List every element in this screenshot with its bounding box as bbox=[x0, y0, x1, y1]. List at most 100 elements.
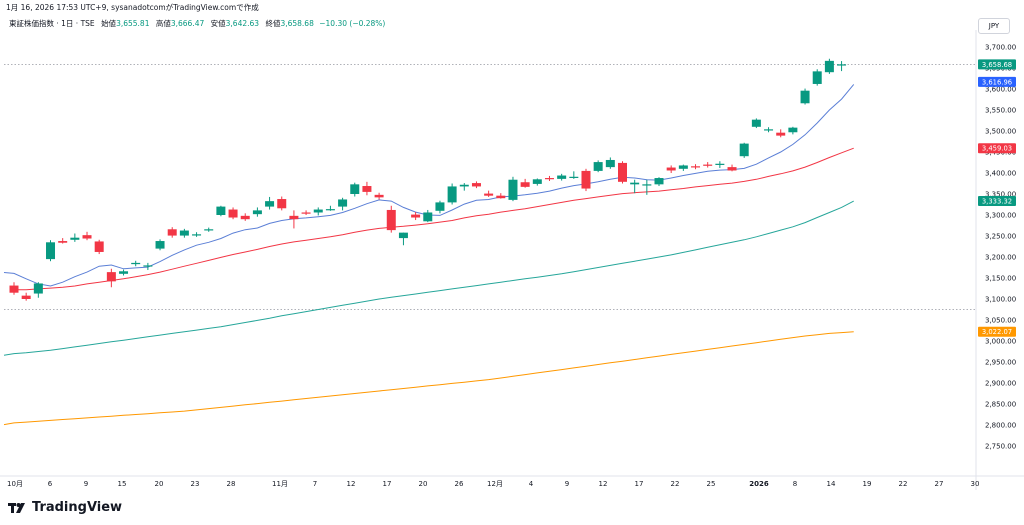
candle-body bbox=[350, 184, 360, 194]
y-tick-label: 3,100.00 bbox=[985, 296, 1016, 304]
candle-body bbox=[776, 132, 786, 136]
x-tick-label: 17 bbox=[383, 480, 392, 488]
ma-blue-line bbox=[3, 84, 855, 287]
candle-body bbox=[751, 119, 761, 127]
candle-body bbox=[630, 182, 640, 185]
price-tag-label: 3,616.96 bbox=[982, 78, 1012, 86]
candle-body bbox=[703, 164, 713, 166]
x-tick-label: 20 bbox=[419, 480, 428, 488]
candle-body bbox=[654, 178, 664, 185]
candle-body bbox=[228, 209, 238, 218]
x-tick-label: 6 bbox=[48, 480, 53, 488]
x-tick-label: 26 bbox=[455, 480, 464, 488]
x-tick-label: 23 bbox=[191, 480, 200, 488]
candle-body bbox=[216, 206, 226, 215]
price-tag-label: 3,459.03 bbox=[982, 145, 1012, 153]
y-tick-label: 2,950.00 bbox=[985, 359, 1016, 367]
ma-green-line bbox=[3, 200, 854, 356]
x-tick-label: 7 bbox=[313, 480, 317, 488]
y-tick-label: 3,500.00 bbox=[985, 128, 1016, 136]
price-tag bbox=[978, 196, 1016, 207]
tradingview-logo-icon bbox=[8, 502, 25, 513]
price-tag-label: 3,333.32 bbox=[982, 198, 1012, 206]
ma-orange-line bbox=[3, 331, 854, 426]
candle-body bbox=[824, 60, 834, 73]
x-tick-label: 22 bbox=[899, 480, 908, 488]
candle-body bbox=[252, 210, 262, 215]
candle-body bbox=[593, 162, 603, 171]
candle-body bbox=[46, 242, 56, 260]
candle-body bbox=[325, 209, 335, 211]
candle-body bbox=[106, 272, 116, 282]
y-tick-label: 3,400.00 bbox=[985, 170, 1016, 178]
x-tick-label: 12 bbox=[347, 480, 356, 488]
close-value: 3,658.68 bbox=[280, 19, 314, 28]
x-tick-label: 14 bbox=[827, 480, 836, 488]
candle-body bbox=[192, 234, 202, 236]
y-tick-label: 3,050.00 bbox=[985, 317, 1016, 325]
close-label: 終値 bbox=[265, 19, 281, 28]
price-tag-label: 3,022.07 bbox=[982, 328, 1012, 336]
candle-body bbox=[374, 194, 384, 198]
y-tick-label: 2,900.00 bbox=[985, 380, 1016, 388]
chart-header: 1月 16, 2026 17:53 UTC+9, sysanadotcomがTr… bbox=[6, 3, 259, 12]
y-tick-label: 2,750.00 bbox=[985, 443, 1016, 451]
candle-body bbox=[423, 212, 433, 222]
y-tick-label: 3,300.00 bbox=[985, 212, 1016, 220]
low-value: 3,642.63 bbox=[225, 19, 260, 28]
x-tick-label: 20 bbox=[155, 480, 164, 488]
candle-body bbox=[33, 283, 43, 294]
candle-body bbox=[471, 183, 481, 187]
high-value: 3,666.47 bbox=[170, 19, 205, 28]
y-tick-label: 3,150.00 bbox=[985, 275, 1016, 283]
candle-body bbox=[715, 163, 725, 165]
candle-body bbox=[155, 241, 165, 249]
candle-body bbox=[557, 175, 567, 179]
price-tag-label: 3,658.68 bbox=[982, 61, 1012, 69]
candle-body bbox=[277, 199, 287, 209]
candle-body bbox=[800, 90, 810, 104]
x-tick-label: 22 bbox=[671, 480, 680, 488]
candle-body bbox=[739, 143, 749, 157]
price-tag bbox=[978, 143, 1016, 154]
y-tick-label: 3,550.00 bbox=[985, 107, 1016, 115]
x-tick-label: 12月 bbox=[487, 480, 503, 488]
timestamp: 1月 16, 2026 17:53 UTC+9 bbox=[6, 3, 107, 12]
x-tick-label: 15 bbox=[118, 480, 127, 488]
candle-body bbox=[240, 215, 250, 220]
candle-body bbox=[386, 209, 396, 231]
candle-body bbox=[179, 230, 189, 236]
price-tag bbox=[978, 326, 1016, 337]
x-tick-label: 17 bbox=[635, 480, 644, 488]
y-tick-label: 3,200.00 bbox=[985, 254, 1016, 262]
brand-name: TradingView bbox=[32, 500, 123, 515]
currency-button[interactable]: JPY bbox=[978, 18, 1010, 34]
candle-body bbox=[812, 71, 822, 84]
candle-body bbox=[532, 179, 542, 184]
candle-body bbox=[581, 170, 591, 189]
candle-body bbox=[289, 215, 299, 220]
candle-body bbox=[204, 229, 214, 231]
candle-body bbox=[362, 186, 372, 192]
open-label: 始値 bbox=[101, 19, 117, 28]
high-label: 高値 bbox=[155, 19, 171, 28]
y-tick-label: 3,700.00 bbox=[985, 44, 1016, 52]
x-tick-label: 9 bbox=[84, 480, 88, 488]
candle-body bbox=[21, 295, 31, 299]
symbol-line: 東証株価指数 · 1日 · TSE bbox=[9, 19, 95, 28]
change-value: −10.30 (−0.28%) bbox=[319, 19, 386, 28]
tradingview-brand: TradingView bbox=[8, 500, 122, 515]
candle-body bbox=[338, 199, 348, 207]
candle-body bbox=[435, 202, 445, 211]
x-tick-label: 4 bbox=[529, 480, 534, 488]
low-label: 安値 bbox=[210, 19, 226, 28]
candle-body bbox=[484, 193, 494, 196]
candle-body bbox=[496, 195, 506, 199]
candle-body bbox=[666, 167, 676, 171]
x-tick-label: 19 bbox=[863, 480, 872, 488]
candle-body bbox=[301, 212, 311, 214]
x-tick-label: 9 bbox=[565, 480, 569, 488]
candle-body bbox=[82, 235, 92, 239]
y-tick-label: 3,250.00 bbox=[985, 233, 1016, 241]
